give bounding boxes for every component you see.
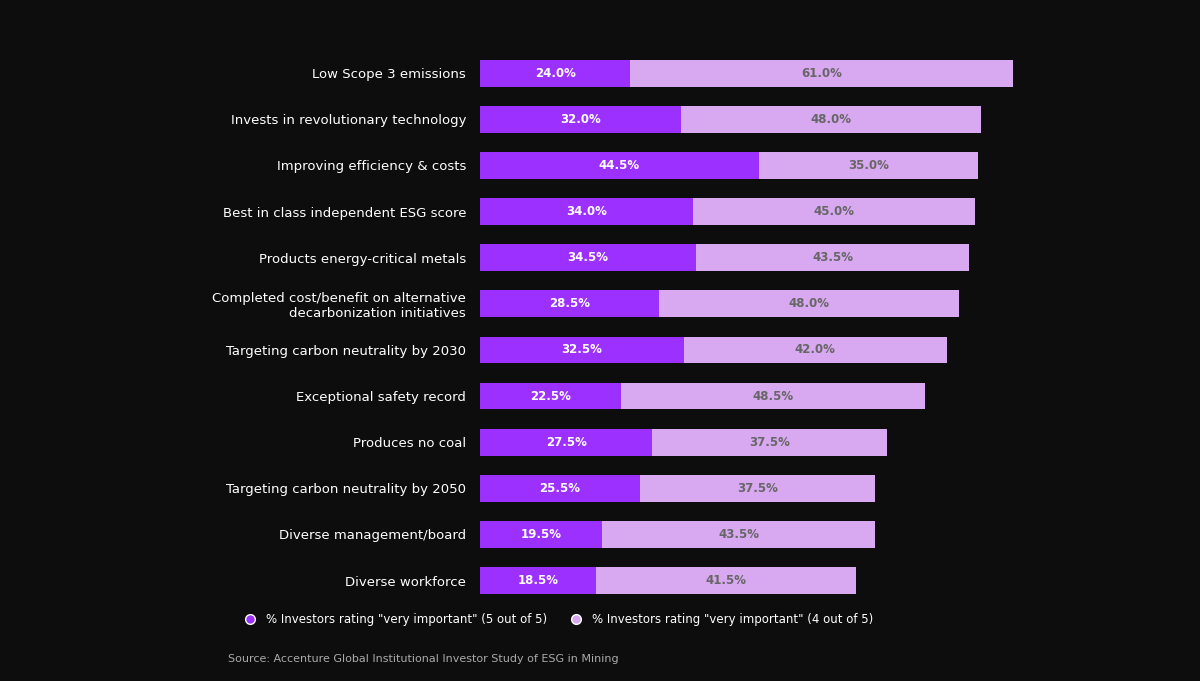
Bar	[480, 383, 622, 409]
Bar	[480, 567, 596, 594]
Text: 42.0%: 42.0%	[794, 343, 835, 356]
Bar	[684, 336, 947, 364]
Text: 25.5%: 25.5%	[540, 482, 581, 495]
Bar	[694, 198, 976, 225]
Bar	[622, 383, 925, 409]
Text: 22.5%: 22.5%	[530, 390, 571, 402]
Text: 61.0%: 61.0%	[802, 67, 842, 80]
Text: 18.5%: 18.5%	[517, 574, 558, 587]
Text: 45.0%: 45.0%	[814, 205, 854, 218]
Text: 34.0%: 34.0%	[566, 205, 607, 218]
Bar	[480, 244, 696, 271]
Bar	[630, 60, 1013, 86]
Text: 43.5%: 43.5%	[718, 528, 760, 541]
Bar	[480, 152, 758, 179]
Bar	[640, 475, 875, 502]
Legend: % Investors rating "very important" (5 out of 5), % Investors rating "very impor: % Investors rating "very important" (5 o…	[234, 608, 877, 631]
Text: 41.5%: 41.5%	[706, 574, 746, 587]
Text: 35.0%: 35.0%	[848, 159, 889, 172]
Text: Source: Accenture Global Institutional Investor Study of ESG in Mining: Source: Accenture Global Institutional I…	[228, 654, 619, 664]
Text: 37.5%: 37.5%	[737, 482, 778, 495]
Bar	[480, 290, 659, 317]
Bar	[758, 152, 978, 179]
Bar	[480, 475, 640, 502]
Bar	[480, 106, 680, 133]
Bar	[602, 521, 875, 548]
Bar	[480, 521, 602, 548]
Bar	[596, 567, 856, 594]
Bar	[480, 336, 684, 364]
Bar	[696, 244, 968, 271]
Bar	[480, 198, 694, 225]
Text: 24.0%: 24.0%	[535, 67, 576, 80]
Text: 44.5%: 44.5%	[599, 159, 640, 172]
Text: 19.5%: 19.5%	[521, 528, 562, 541]
Bar	[480, 60, 630, 86]
Text: 34.5%: 34.5%	[568, 251, 608, 264]
Text: 32.0%: 32.0%	[560, 113, 601, 126]
Bar	[653, 429, 887, 456]
Text: 27.5%: 27.5%	[546, 436, 587, 449]
Bar	[480, 429, 653, 456]
Text: 48.0%: 48.0%	[810, 113, 852, 126]
Text: 28.5%: 28.5%	[548, 298, 590, 311]
Text: 37.5%: 37.5%	[749, 436, 791, 449]
Text: 32.5%: 32.5%	[562, 343, 602, 356]
Bar	[680, 106, 982, 133]
Text: 48.5%: 48.5%	[752, 390, 793, 402]
Text: 43.5%: 43.5%	[812, 251, 853, 264]
Bar	[659, 290, 960, 317]
Text: 48.0%: 48.0%	[788, 298, 829, 311]
